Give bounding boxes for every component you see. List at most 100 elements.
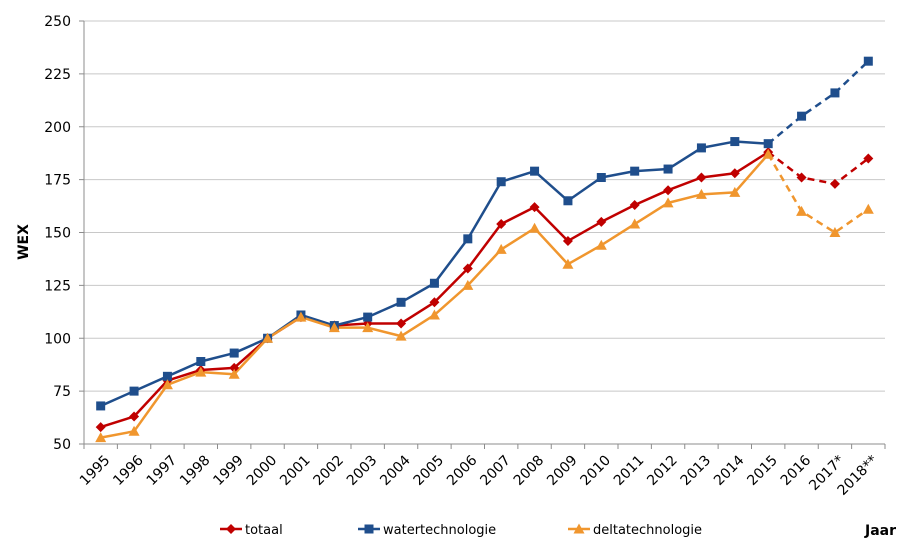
y-axis-title: WEX xyxy=(16,224,32,260)
data-point-totaal xyxy=(129,411,140,422)
data-point-deltatechnologie xyxy=(195,366,207,377)
x-tick-labels: 1995199619971998199920002001200220032004… xyxy=(77,452,881,498)
x-tick-label: 2009 xyxy=(544,452,581,489)
data-point-totaal xyxy=(596,216,607,227)
data-point-deltatechnologie xyxy=(95,432,107,443)
data-point-totaal xyxy=(729,168,740,179)
data-point-totaal xyxy=(663,185,674,196)
data-point-watertechnologie xyxy=(730,137,740,147)
data-point-deltatechnologie xyxy=(562,258,574,269)
data-point-deltatechnologie xyxy=(829,227,841,237)
y-tick-label: 100 xyxy=(44,331,71,347)
legend-label-totaal: totaal xyxy=(245,523,283,538)
x-tick-label: 2008 xyxy=(511,452,548,489)
data-point-totaal xyxy=(562,235,573,246)
data-point-deltatechnologie xyxy=(428,309,440,320)
data-point-totaal xyxy=(396,318,407,329)
x-tick-label: 2000 xyxy=(244,452,281,489)
data-point-watertechnologie xyxy=(663,164,673,174)
data-point-watertechnologie xyxy=(496,177,506,187)
x-tick-label: 2003 xyxy=(344,452,381,489)
legend-marker-totaal xyxy=(226,524,236,534)
data-point-watertechnologie xyxy=(596,173,606,183)
data-point-totaal xyxy=(95,422,106,433)
y-tick-labels: 50 75 100 125 150 175 200 225 250 xyxy=(44,14,71,453)
legend-marker-watertechnologie xyxy=(364,524,374,534)
data-point-totaal xyxy=(496,219,507,230)
data-point-deltatechnologie xyxy=(695,188,707,199)
series-line-forecast-watertechnologie xyxy=(767,60,870,145)
x-tick-label: 2006 xyxy=(444,452,481,489)
data-point-deltatechnologie xyxy=(161,379,173,390)
series-markers xyxy=(95,56,874,443)
data-point-watertechnologie xyxy=(196,357,206,367)
data-point-deltatechnologie xyxy=(729,186,741,197)
data-point-watertechnologie xyxy=(530,166,540,176)
data-point-deltatechnologie xyxy=(762,148,774,159)
data-point-watertechnologie xyxy=(429,278,439,288)
data-point-watertechnologie xyxy=(763,139,773,149)
data-point-watertechnologie xyxy=(463,234,473,244)
data-point-deltatechnologie xyxy=(395,330,407,341)
data-point-deltatechnologie xyxy=(862,203,874,214)
x-tick-label: 2002 xyxy=(311,452,348,489)
data-point-watertechnologie xyxy=(797,111,807,121)
x-tick-label: 1996 xyxy=(110,452,147,489)
legend-label-deltatechnologie: deltatechnologie xyxy=(593,523,702,538)
axes xyxy=(79,20,886,449)
data-point-totaal xyxy=(863,153,874,164)
legend-label-watertechnologie: watertechnologie xyxy=(383,523,496,538)
x-tick-label: 1998 xyxy=(177,452,214,489)
data-point-watertechnologie xyxy=(129,386,139,396)
y-tick-label: 200 xyxy=(44,120,71,136)
x-tick-label: 1997 xyxy=(144,452,181,489)
series-line-forecast-deltatechnologie xyxy=(767,153,870,234)
series-lines xyxy=(100,60,870,439)
data-point-totaal xyxy=(696,172,707,183)
x-tick-label: 2001 xyxy=(277,452,314,489)
x-tick-label: 2014 xyxy=(711,452,748,489)
x-tick-label: 2005 xyxy=(411,452,448,489)
data-point-deltatechnologie xyxy=(462,279,474,290)
y-tick-label: 50 xyxy=(53,437,71,453)
data-point-watertechnologie xyxy=(830,88,840,98)
data-point-totaal xyxy=(529,202,540,213)
x-tick-label: 1999 xyxy=(210,452,247,489)
data-point-deltatechnologie xyxy=(362,322,374,333)
series-line-forecast-totaal xyxy=(767,151,870,186)
y-tick-label: 250 xyxy=(44,14,71,30)
data-point-totaal xyxy=(462,263,473,274)
data-point-totaal xyxy=(429,297,440,308)
data-point-totaal xyxy=(796,172,807,183)
data-point-totaal xyxy=(629,200,640,211)
legend: totaal watertechnologie deltatechnologie xyxy=(220,523,702,538)
data-point-deltatechnologie xyxy=(595,239,607,250)
data-point-watertechnologie xyxy=(696,143,706,153)
y-tick-label: 125 xyxy=(44,278,71,294)
data-point-deltatechnologie xyxy=(629,218,641,229)
data-point-deltatechnologie xyxy=(295,311,307,322)
legend-marker-deltatechnologie xyxy=(573,523,585,534)
data-point-deltatechnologie xyxy=(328,322,340,333)
x-tick-label: 2010 xyxy=(578,452,615,489)
data-point-watertechnologie xyxy=(229,348,239,358)
x-tick-label: 2012 xyxy=(644,452,681,489)
data-point-watertechnologie xyxy=(396,297,406,307)
data-point-deltatechnologie xyxy=(796,205,808,216)
data-point-totaal xyxy=(229,362,240,373)
data-point-deltatechnologie xyxy=(495,243,507,254)
data-point-watertechnologie xyxy=(96,401,106,411)
data-point-totaal xyxy=(829,178,840,189)
data-point-watertechnologie xyxy=(363,312,373,322)
x-tick-label: 2007 xyxy=(477,452,514,489)
x-tick-label: 2011 xyxy=(611,452,648,489)
y-tick-label: 175 xyxy=(44,173,71,189)
data-point-deltatechnologie xyxy=(228,368,240,379)
data-point-deltatechnologie xyxy=(262,332,274,343)
gridlines xyxy=(84,20,885,392)
x-axis-title: Jaar xyxy=(864,523,896,539)
y-tick-label: 75 xyxy=(53,384,71,400)
data-point-watertechnologie xyxy=(863,56,873,66)
data-point-watertechnologie xyxy=(630,166,640,176)
